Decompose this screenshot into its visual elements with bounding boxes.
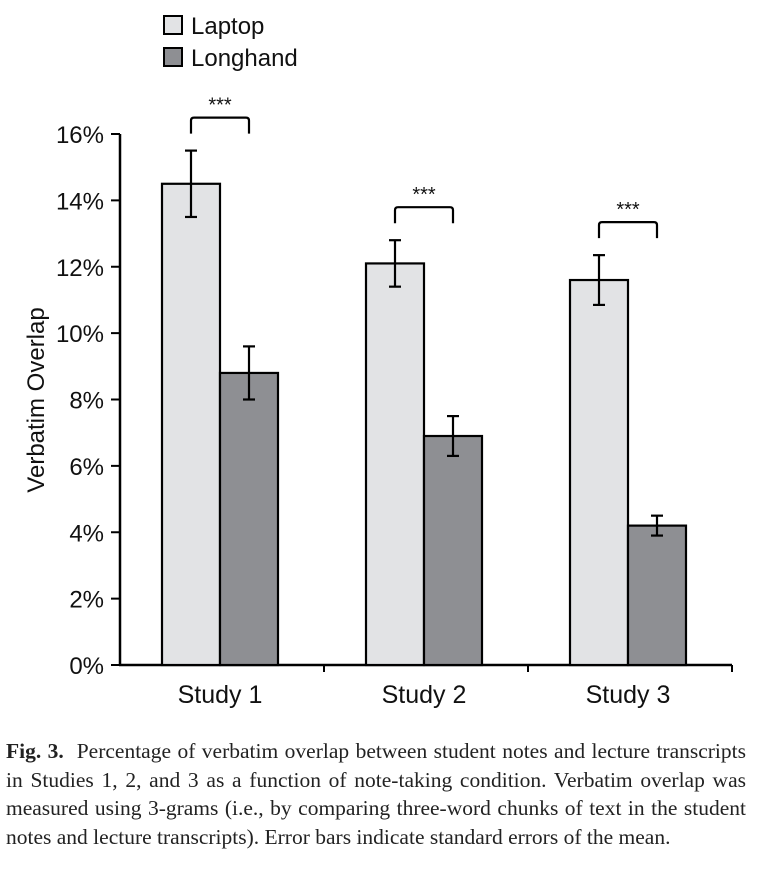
bracket-line (597, 221, 659, 239)
error-bar (243, 345, 255, 401)
y-tick-label: 2% (69, 587, 104, 614)
bar-laptop (568, 278, 630, 667)
x-tick-label: Study 1 (178, 681, 263, 709)
significance-stars: *** (208, 95, 232, 117)
bracket-line (393, 206, 455, 224)
error-bar (651, 514, 663, 537)
bars (160, 182, 688, 667)
y-tick-label: 6% (69, 454, 104, 481)
x-tick-label: Study 3 (586, 681, 671, 709)
y-tick-label: 0% (69, 653, 104, 680)
legend-label-longhand: Longhand (191, 45, 298, 72)
caption-text: Percentage of verbatim overlap between s… (6, 739, 747, 849)
y-tick-label: 4% (69, 520, 104, 547)
bar-laptop (364, 262, 426, 667)
y-tick-label: 12% (56, 255, 104, 282)
y-tick-label: 14% (56, 188, 104, 215)
error-bar (185, 149, 197, 219)
bar-longhand (626, 524, 688, 667)
axes: 0% 2% 4% 6% 8% 10% 12% 14% 16% Study 1 Study 2 Stud… (56, 122, 733, 709)
significance-bracket: *** (597, 199, 659, 239)
significance-stars: *** (412, 184, 436, 206)
y-tick-label: 8% (69, 388, 104, 415)
y-tick-label: 16% (56, 122, 104, 149)
error-bar (447, 414, 459, 458)
x-tick-label: Study 2 (382, 681, 467, 709)
legend-label-laptop: Laptop (191, 13, 264, 40)
error-bar (593, 254, 605, 307)
error-bar (389, 239, 401, 288)
significance-bracket: *** (393, 184, 455, 224)
bracket-line (189, 116, 251, 134)
figure-caption: Fig. 3. Percentage of verbatim overlap b… (6, 737, 746, 851)
bar-longhand (422, 434, 484, 667)
y-tick-label: 10% (56, 321, 104, 348)
significance-brackets: *** *** *** (189, 95, 659, 239)
bar-longhand (218, 371, 280, 667)
significance-stars: *** (616, 199, 640, 221)
legend: Laptop Longhand (163, 13, 298, 72)
legend-swatch-laptop (163, 15, 183, 35)
significance-bracket: *** (189, 95, 251, 134)
legend-swatch-longhand (163, 47, 183, 67)
caption-label: Fig. 3. (6, 739, 64, 763)
bar-laptop (160, 182, 222, 667)
error-bars (185, 149, 663, 537)
bar-chart: Laptop Longhand 0% 2% 4% 6% 8% 10% 12% 14% 16% Stu… (23, 13, 733, 709)
y-axis-label: Verbatim Overlap (23, 307, 50, 492)
